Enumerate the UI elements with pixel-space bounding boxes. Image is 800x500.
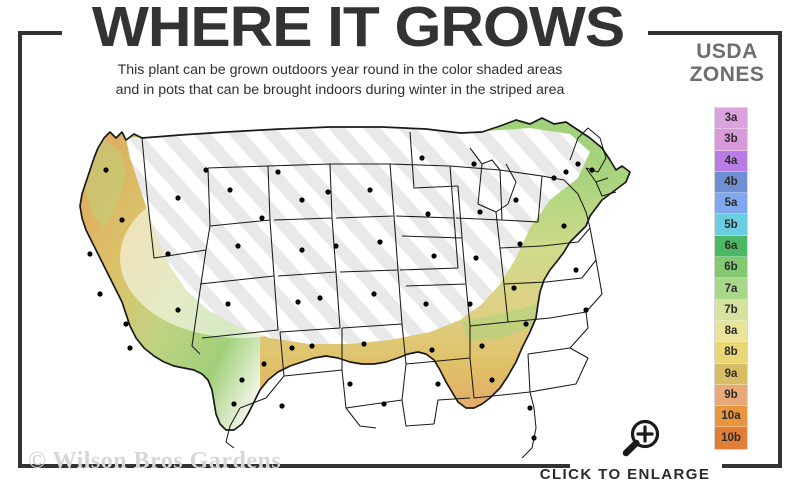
legend-swatch-6b: 6b bbox=[715, 257, 747, 279]
legend-swatch-8b: 8b bbox=[715, 342, 747, 364]
legend-heading-line-2: ZONES bbox=[689, 63, 765, 86]
legend-swatch-9b: 9b bbox=[715, 384, 747, 407]
legend-swatch-3b: 3b bbox=[715, 129, 747, 151]
usda-zone-map[interactable] bbox=[30, 108, 670, 458]
frame-left-edge bbox=[18, 31, 22, 468]
legend-swatch-label: 9a bbox=[724, 367, 738, 380]
legend-swatch-label: 6a bbox=[724, 239, 738, 252]
frame-bottom-right-edge bbox=[722, 464, 782, 468]
subtitle-line-1: This plant can be grown outdoors year ro… bbox=[117, 62, 563, 78]
subtitle: This plant can be grown outdoors year ro… bbox=[40, 60, 640, 100]
legend-swatch-10b: 10b bbox=[715, 427, 747, 449]
legend-swatch-label: 7a bbox=[724, 282, 738, 295]
legend-swatch-10a: 10a bbox=[715, 406, 747, 428]
city-dots bbox=[87, 155, 595, 441]
frame-right-edge bbox=[778, 31, 782, 468]
legend-swatch-label: 8a bbox=[724, 325, 738, 338]
watermark: © Wilson Bros Gardens bbox=[28, 448, 282, 474]
legend-heading-line-1: USDA bbox=[696, 40, 758, 63]
legend-swatch-label: 7b bbox=[724, 303, 738, 316]
legend-swatch-5b: 5b bbox=[715, 214, 747, 236]
subtitle-line-2: and in pots that can be brought indoors … bbox=[115, 82, 565, 98]
usda-zone-legend: 3a 3b 4a 4b 5a 5b 6a 6b 7a 7b 8a 8b 9a 9b 10a 10b bbox=[714, 107, 748, 450]
state-borders bbox=[141, 127, 617, 458]
legend-swatch-4b: 4b bbox=[715, 171, 747, 194]
legend-swatch-label: 3a bbox=[724, 112, 738, 125]
map-striped-region bbox=[126, 126, 590, 344]
page-title: WHERE IT GROWS bbox=[91, 0, 625, 59]
legend-swatch-5a: 5a bbox=[715, 193, 747, 215]
legend-swatch-label: 4b bbox=[724, 176, 738, 189]
legend-swatch-label: 3b bbox=[724, 133, 738, 146]
legend-swatch-9a: 9a bbox=[715, 363, 747, 385]
legend-swatch-label: 5a bbox=[724, 197, 738, 210]
legend-swatch-label: 8b bbox=[724, 346, 738, 359]
legend-swatch-3a: 3a bbox=[715, 108, 747, 130]
usa-outline bbox=[79, 117, 631, 431]
click-to-enlarge-label[interactable]: CLICK TO ENLARGE bbox=[539, 466, 711, 483]
legend-swatch-label: 9b bbox=[724, 389, 738, 401]
legend-swatch-4a: 4a bbox=[715, 150, 747, 172]
legend-swatch-label: 4a bbox=[724, 154, 738, 167]
legend-swatch-7a: 7a bbox=[715, 278, 747, 300]
frame-top-left-stub bbox=[18, 31, 62, 35]
legend-swatch-label: 6b bbox=[724, 261, 738, 274]
legend-swatch-8a: 8a bbox=[715, 320, 747, 343]
legend-swatch-label: 10b bbox=[721, 432, 741, 445]
frame-bottom-left-edge bbox=[18, 464, 570, 468]
legend-swatch-7b: 7b bbox=[715, 299, 747, 321]
magnifier-plus-icon[interactable] bbox=[616, 418, 664, 460]
legend-swatch-label: 5b bbox=[724, 218, 738, 231]
legend-swatch-label: 10a bbox=[721, 410, 741, 423]
legend-swatch-6a: 6a bbox=[715, 235, 747, 258]
legend-heading: USDA ZONES bbox=[672, 40, 782, 86]
frame-top-right-stub bbox=[648, 31, 782, 35]
